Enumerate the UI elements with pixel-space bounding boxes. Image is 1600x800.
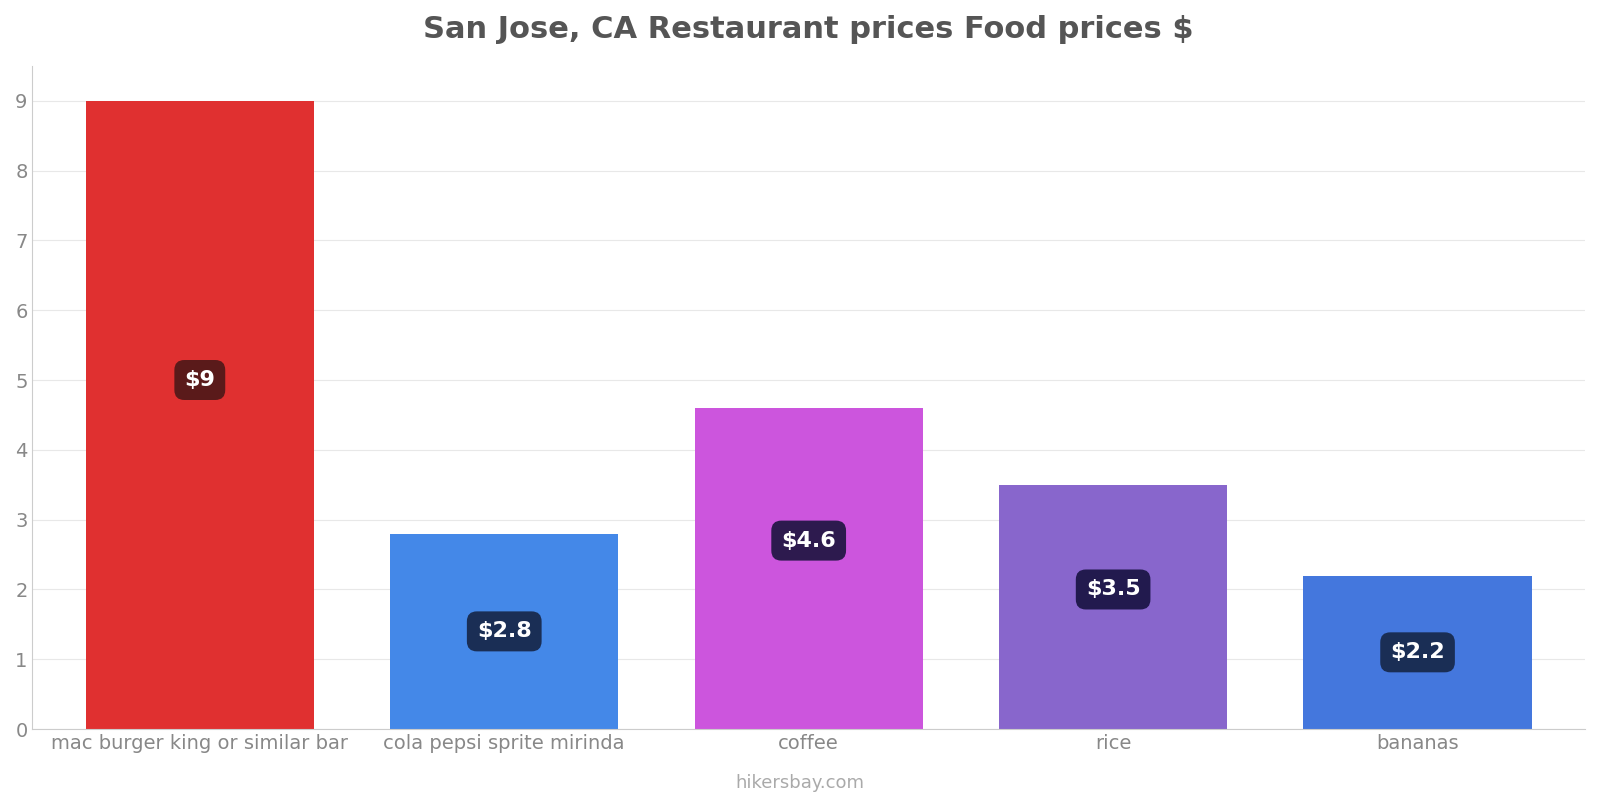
Text: $3.5: $3.5 [1086,579,1141,599]
Bar [998,485,1227,729]
Text: hikersbay.com: hikersbay.com [736,774,864,792]
Bar [1304,575,1531,729]
Text: $2.2: $2.2 [1390,642,1445,662]
Text: $4.6: $4.6 [781,530,837,550]
Bar [390,534,619,729]
Text: $2.8: $2.8 [477,622,531,642]
Title: San Jose, CA Restaurant prices Food prices $: San Jose, CA Restaurant prices Food pric… [424,15,1194,44]
Text: $9: $9 [184,370,216,390]
Bar [86,101,314,729]
Bar [694,408,923,729]
